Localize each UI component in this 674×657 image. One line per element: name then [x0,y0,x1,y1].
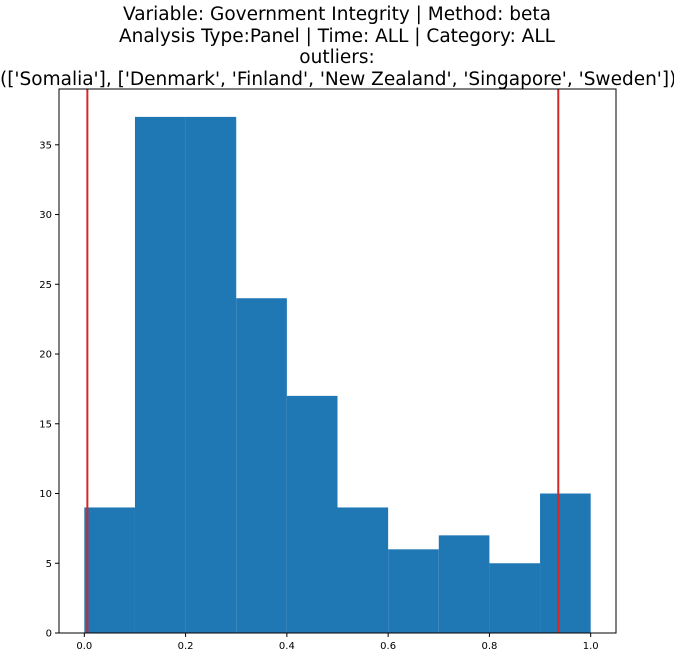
x-tick-label: 0.0 [76,641,92,652]
histogram-bar [134,116,186,633]
histogram-bar [337,507,389,633]
y-tick-label: 0 [46,629,52,640]
x-tick-label: 0.4 [279,641,295,652]
histogram-bar [489,563,541,633]
y-axis: 0 5 10 15 20 25 30 35 [39,140,59,640]
histogram-bar [286,395,338,633]
histogram-bar [540,493,591,633]
chart-title-line-3: outliers: [299,47,375,68]
y-tick-label: 10 [39,489,52,500]
chart-title-line-1: Variable: Government Integrity | Method:… [123,4,551,25]
y-tick-label: 30 [39,210,52,221]
bars-layer [84,116,591,633]
chart-title-line-4: (['Somalia'], ['Denmark', 'Finland', 'Ne… [0,68,674,90]
outlier-lines-layer [86,89,560,633]
y-tick-label: 35 [39,140,52,151]
chart-title-line-2: Analysis Type:Panel | Time: ALL | Catego… [119,25,555,47]
histogram-bar [185,116,237,633]
histogram-bar [84,507,135,633]
histogram-bar [236,298,287,633]
y-tick-label: 25 [39,280,52,291]
x-tick-label: 0.8 [481,641,497,652]
x-tick-label: 1.0 [583,641,599,652]
chart-title: Variable: Government Integrity | Method:… [0,4,674,90]
y-tick-label: 5 [46,559,52,570]
x-tick-label: 0.2 [178,641,194,652]
histogram-bar [388,549,439,633]
plot-frame [58,88,617,634]
y-tick-label: 20 [39,350,52,361]
y-tick-label: 15 [39,419,52,430]
x-tick-label: 0.6 [380,641,396,652]
x-axis: 0.0 0.2 0.4 0.6 0.8 1.0 [76,633,599,652]
histogram-bar [438,535,490,633]
